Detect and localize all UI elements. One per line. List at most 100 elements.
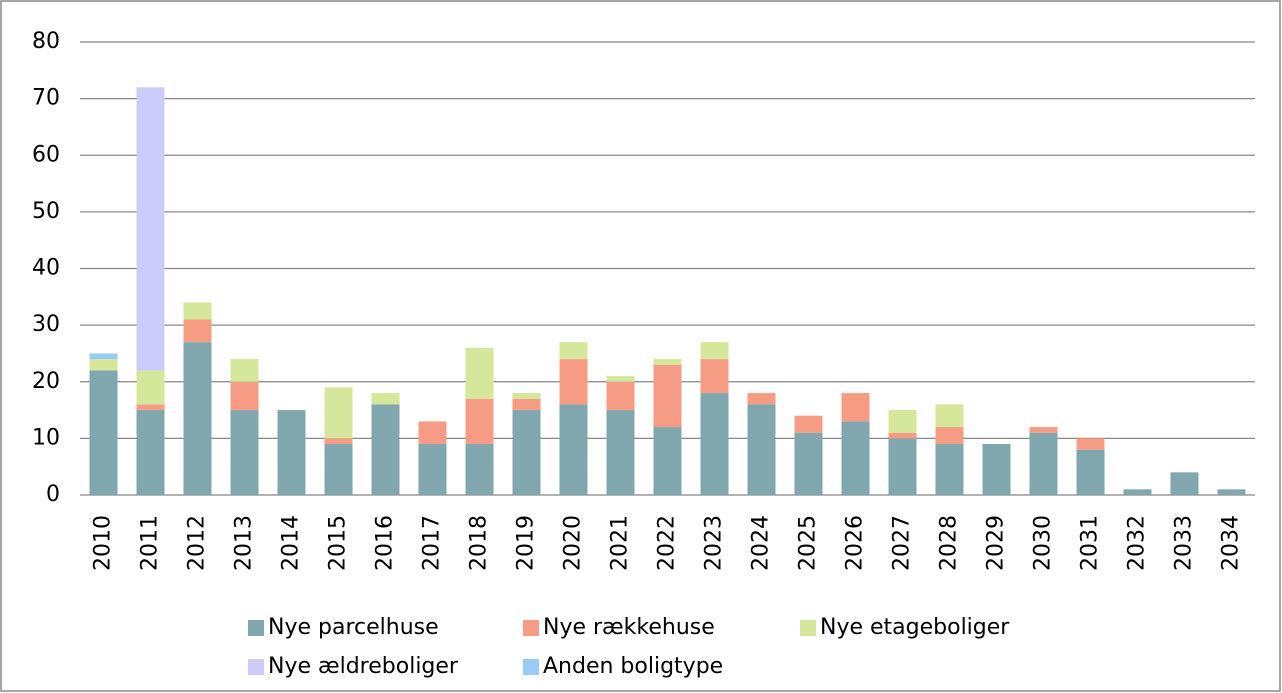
bar-segment: [371, 404, 400, 495]
bar-segment: [1076, 449, 1105, 495]
bar-segment: [559, 404, 588, 495]
bar-segment: [89, 370, 118, 495]
bar-segment: [371, 393, 400, 405]
bar-segment: [653, 427, 682, 495]
bar-segment: [512, 410, 541, 495]
y-tick-label: 20: [32, 369, 60, 394]
legend-swatch: [248, 620, 264, 636]
bar-segment: [324, 387, 353, 439]
bar-segment: [512, 393, 541, 399]
bar-segment: [982, 444, 1011, 495]
legend-label: Anden boligtype: [543, 654, 723, 679]
x-tick-label: 2016: [373, 515, 398, 571]
bar-segment: [841, 393, 870, 422]
bar-segment: [700, 393, 729, 495]
x-tick-label: 2028: [937, 515, 962, 571]
y-tick-label: 70: [32, 86, 60, 111]
bar-segment: [136, 410, 165, 495]
bar-segment: [136, 404, 165, 411]
x-tick-label: 2013: [232, 515, 257, 571]
legend-swatch: [800, 620, 816, 636]
legend-swatch: [248, 659, 264, 675]
bar-segment: [888, 410, 917, 433]
x-tick-label: 2019: [514, 515, 539, 571]
bar-segment: [465, 444, 494, 495]
x-tick-label: 2027: [890, 515, 915, 571]
bar-segment: [700, 359, 729, 394]
x-tick-label: 2020: [561, 515, 586, 571]
bar-segment: [1217, 489, 1246, 495]
bar-segment: [888, 438, 917, 495]
x-tick-label: 2015: [326, 515, 351, 571]
bar-segment: [324, 438, 353, 445]
y-tick-label: 30: [32, 312, 60, 337]
bar-segment: [935, 404, 964, 428]
x-tick-label: 2030: [1031, 515, 1056, 571]
x-tick-label: 2031: [1078, 515, 1103, 571]
bar-segment: [559, 342, 588, 360]
x-tick-label: 2032: [1125, 515, 1150, 571]
bar-segment: [1029, 427, 1058, 433]
bar-segment: [183, 319, 212, 343]
bar-segment: [1029, 432, 1058, 495]
bar-segment: [324, 444, 353, 495]
bar-segment: [747, 404, 776, 495]
x-tick-label: 2012: [185, 515, 210, 571]
bar-segment: [700, 342, 729, 360]
bar-segment: [841, 421, 870, 495]
bar-segment: [230, 359, 259, 382]
bar-segment: [418, 421, 447, 445]
bar-segment: [653, 359, 682, 365]
x-tick-label: 2033: [1172, 515, 1197, 571]
bar-segment: [89, 359, 118, 371]
legend-label: Nye etageboliger: [820, 615, 1010, 640]
legend-label: Nye ældreboliger: [268, 654, 459, 679]
x-tick-label: 2024: [749, 515, 774, 571]
bar-segment: [794, 415, 823, 433]
y-tick-label: 0: [46, 482, 60, 507]
bar-segment: [230, 381, 259, 411]
x-tick-label: 2023: [702, 515, 727, 571]
bar-segment: [89, 353, 118, 360]
bar-segment: [935, 444, 964, 495]
bar-segment: [136, 87, 165, 371]
y-tick-label: 10: [32, 425, 60, 450]
x-tick-label: 2034: [1219, 515, 1244, 571]
y-tick-label: 40: [32, 256, 60, 281]
x-tick-label: 2014: [279, 515, 304, 571]
bar-segment: [653, 364, 682, 428]
bar-segment: [1123, 489, 1152, 495]
bar-segment: [794, 432, 823, 495]
bar-segment: [512, 398, 541, 411]
bar-segment: [1170, 472, 1199, 495]
x-tick-label: 2022: [655, 515, 680, 571]
bar-segment: [277, 410, 306, 495]
x-tick-label: 2029: [984, 515, 1009, 571]
x-tick-label: 2017: [420, 515, 445, 571]
x-tick-label: 2026: [843, 515, 868, 571]
legend-label: Nye rækkehuse: [543, 615, 715, 640]
bar-segment: [465, 398, 494, 445]
bar-segment: [418, 444, 447, 495]
y-tick-label: 50: [32, 199, 60, 224]
bar-segment: [559, 359, 588, 405]
bar-segment: [183, 302, 212, 320]
bar-segment: [230, 410, 259, 495]
legend-label: Nye parcelhuse: [268, 615, 439, 640]
bar-segment: [136, 370, 165, 405]
bar-segment: [606, 381, 635, 411]
legend-swatch: [523, 620, 539, 636]
bar-segment: [935, 427, 964, 445]
bar-segment: [465, 347, 494, 399]
bar-segment: [747, 393, 776, 405]
bar-segment: [1076, 438, 1105, 450]
y-tick-label: 60: [32, 142, 60, 167]
x-tick-label: 2025: [796, 515, 821, 571]
x-tick-label: 2021: [608, 515, 633, 571]
x-tick-label: 2010: [91, 515, 116, 571]
bar-segment: [888, 432, 917, 439]
y-tick-label: 80: [32, 29, 60, 54]
bar-segment: [606, 410, 635, 495]
